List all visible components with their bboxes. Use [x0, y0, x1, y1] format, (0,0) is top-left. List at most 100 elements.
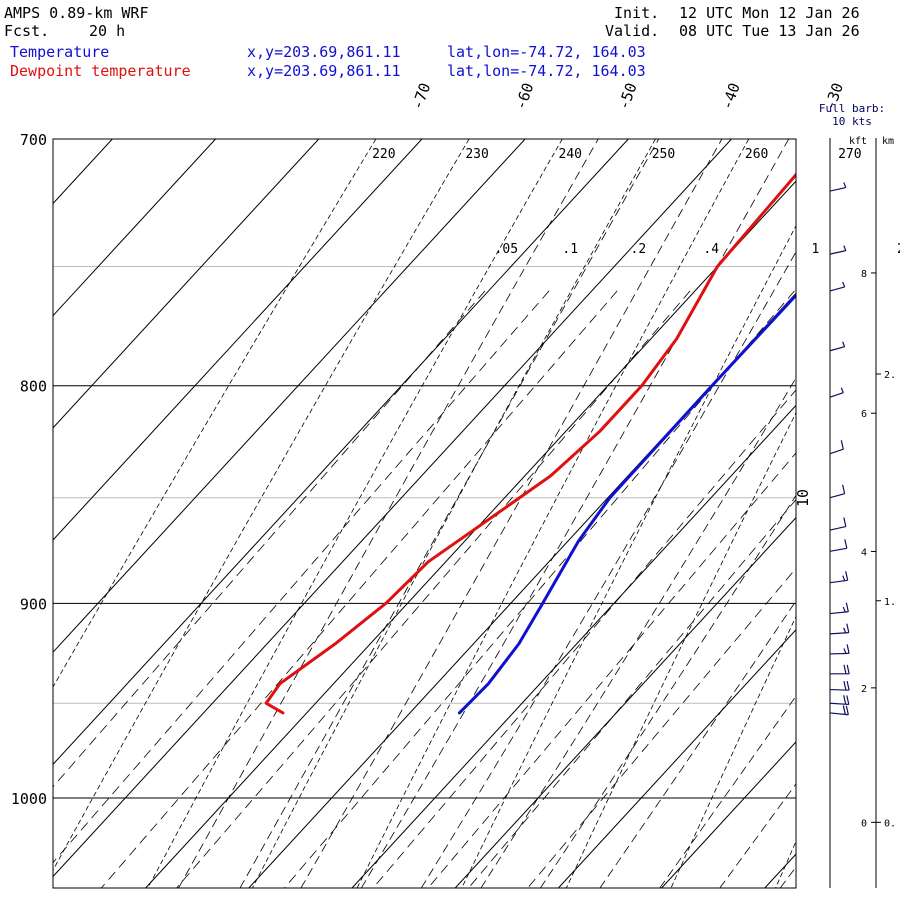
- wind-barb-4: [829, 387, 844, 398]
- wind-barb-staff-1: [829, 250, 846, 255]
- wind-barb-flag-2-0: [842, 281, 846, 288]
- wind-barb-flag-11-0: [846, 623, 850, 633]
- wind-barb-flag-0-0: [843, 182, 847, 188]
- temperature-latlon: lat,lon=-74.72, 164.03: [447, 43, 646, 61]
- isotherm--110: [0, 139, 9, 888]
- dewpoint-latlon: lat,lon=-74.72, 164.03: [447, 62, 646, 80]
- wind-barb-flag-9-0: [845, 571, 849, 581]
- wind-barb-staff-5: [829, 448, 844, 455]
- wind-barb-flag-3-0: [842, 341, 846, 347]
- dewpoint-xy: x,y=203.69,861.11: [247, 62, 401, 80]
- isotherm--10: [351, 404, 796, 888]
- isotherm-label--40: -40: [718, 80, 744, 112]
- dry-adiabat-250: [252, 139, 656, 888]
- wind-barb-staff-6: [829, 493, 845, 499]
- theta-label-250: 250: [652, 147, 675, 162]
- wind-barb-0: [829, 182, 847, 192]
- pressure-label-900: 900: [20, 595, 47, 613]
- isotherm--90: [53, 139, 216, 317]
- wind-barb-flag-13-1: [843, 664, 847, 674]
- mixing-ratio-line-0: [53, 290, 486, 788]
- mixing-ratio-line-5: [372, 389, 796, 888]
- isotherm--80: [53, 139, 320, 429]
- wind-barb-staff-12: [829, 652, 850, 655]
- isotherm-10: [557, 629, 796, 888]
- temperature-legend-label: Temperature: [10, 43, 110, 61]
- wind-barb-8: [829, 539, 848, 552]
- forecast-label: Fcst.: [4, 22, 50, 40]
- valid-label: Valid.: [605, 22, 660, 40]
- wind-barb-10: [829, 602, 849, 615]
- moist-adiabat--24: [239, 139, 660, 888]
- isotherm-label--50: -50: [615, 80, 641, 112]
- kft-header: kft: [849, 136, 867, 147]
- isotherm--50: [53, 139, 629, 766]
- init-label: Init.: [614, 4, 660, 22]
- theta-label-240: 240: [559, 147, 582, 162]
- mixing-ratio-label-4: 1: [812, 242, 820, 257]
- mixing-ratio-line-2: [100, 290, 618, 888]
- moist-adiabat--6: [420, 251, 796, 888]
- wind-barb-5: [829, 440, 844, 455]
- wind-barb-flag-5-0: [840, 440, 844, 450]
- mixing-ratio-line-3: [176, 290, 691, 888]
- barb-legend-line1: Full barb:: [819, 102, 885, 115]
- wind-barb-flag-10-1: [842, 606, 846, 613]
- wind-barb-flag-16-1: [842, 705, 846, 715]
- theta-label-220: 220: [372, 147, 395, 162]
- wind-barb-staff-10: [829, 611, 849, 615]
- wind-barb-flag-11-1: [843, 627, 847, 634]
- barb-legend-line2: 10 kts: [832, 115, 872, 128]
- mixing-ratio-label-3: .4: [703, 242, 719, 257]
- wind-barb-staff-0: [829, 186, 846, 192]
- init-value: 12 UTC Mon 12 Jan 26: [679, 4, 860, 22]
- kft-label-6: 6: [861, 409, 867, 420]
- mixing-ratio-line-8: [527, 567, 796, 888]
- wind-barb-7: [829, 517, 847, 531]
- isotherm-30: [764, 853, 796, 888]
- dry-adiabat-260: [356, 139, 750, 888]
- isotherm-20: [661, 741, 796, 888]
- wind-barb-flag-16-0: [845, 705, 849, 715]
- km-label-0: 0.: [884, 818, 896, 829]
- isotherm--100: [53, 139, 113, 205]
- wind-barb-flag-13-0: [846, 664, 850, 674]
- plot-frame: [52, 138, 797, 889]
- mixing-ratio-label-1: .1: [562, 242, 578, 257]
- wind-barb-1: [829, 245, 847, 255]
- moist-adiabat-24: [719, 783, 796, 888]
- theta-label-230: 230: [465, 147, 488, 162]
- kft-label-4: 4: [861, 548, 867, 559]
- isotherm--70: [53, 139, 423, 541]
- moist-adiabat-0: [480, 377, 796, 888]
- km-header: km: [882, 136, 894, 147]
- isotherm-label--60: -60: [511, 80, 537, 112]
- dry-adiabat-230: [53, 139, 470, 871]
- wind-barb-flag-14-0: [846, 681, 850, 691]
- dewpoint-legend-label: Dewpoint temperature: [10, 62, 191, 80]
- mixing-ratio-label-2: .2: [631, 242, 647, 257]
- wind-barb-flag-9-1: [842, 575, 846, 581]
- mixing-ratio-line-6: [427, 452, 796, 888]
- wind-barb-flag-10-0: [845, 602, 849, 612]
- wind-barb-flag-15-1: [843, 695, 847, 705]
- temperature-xy: x,y=203.69,861.11: [247, 43, 401, 61]
- pressure-label-700: 700: [20, 131, 47, 149]
- wind-barb-staff-8: [829, 547, 847, 552]
- theta-label-270: 270: [838, 147, 861, 162]
- wind-barb-2: [829, 281, 846, 292]
- kft-label-0: 0: [861, 818, 867, 829]
- wind-barb-flag-12-0: [846, 644, 850, 654]
- wind-barb-11: [829, 623, 850, 635]
- mixing-ratio-label-5: 2: [897, 242, 900, 257]
- wind-barb-flag-14-1: [843, 680, 847, 691]
- isotherm--60: [53, 139, 526, 653]
- theta-label-260: 260: [745, 147, 768, 162]
- dry-adiabat-220: [53, 139, 377, 688]
- wind-barb-flag-6-0: [842, 484, 846, 494]
- dry-adiabat-300: [775, 840, 796, 888]
- dry-adiabat-270: [461, 224, 796, 888]
- pressure-label-1000: 1000: [11, 790, 47, 808]
- wind-barb-13: [830, 664, 850, 675]
